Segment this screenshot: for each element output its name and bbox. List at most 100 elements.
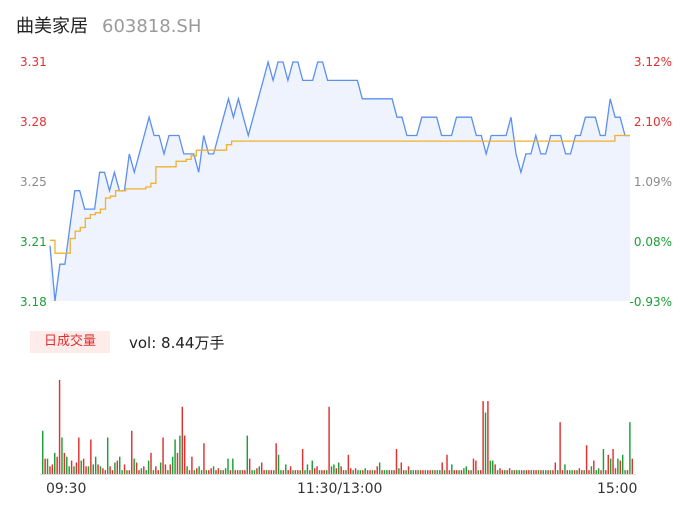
stock-code: 603818.SH: [102, 16, 202, 37]
price-area-fill: [50, 62, 630, 301]
volume-bar: [263, 470, 265, 474]
volume-bar: [556, 470, 559, 474]
volume-bar: [554, 462, 557, 474]
volume-bar: [559, 422, 561, 474]
volume-bar: [193, 470, 196, 474]
volume-bar: [313, 468, 316, 474]
volume-bar: [338, 462, 340, 474]
volume-bar: [80, 460, 82, 474]
volume-bar: [78, 437, 80, 474]
volume-bar: [260, 462, 263, 474]
volume-bar: [340, 466, 342, 474]
volume-bar: [629, 422, 631, 474]
volume-bar: [171, 456, 174, 474]
volume-bar: [439, 470, 441, 474]
volume-bar: [494, 464, 496, 474]
volume-bar: [181, 406, 184, 474]
volume-bar: [42, 430, 44, 474]
volume-bar: [455, 470, 458, 474]
volume-bar: [179, 435, 181, 474]
volume-bar: [523, 470, 525, 474]
volume-bar: [208, 470, 210, 474]
volume-bar: [109, 466, 111, 474]
volume-bar: [133, 458, 135, 474]
volume-bar: [102, 468, 104, 474]
volume-bar: [463, 468, 465, 474]
volume-bar: [612, 449, 614, 474]
volume-bar: [518, 470, 520, 474]
volume-bar: [386, 470, 388, 474]
volume-bar: [239, 470, 241, 474]
volume-bar: [167, 470, 169, 474]
volume-bar: [287, 470, 289, 474]
volume-bar: [436, 470, 439, 474]
volume-bar: [203, 443, 205, 474]
time-label-start: 09:30: [46, 481, 87, 497]
volume-bar: [169, 464, 171, 474]
volume-bar: [97, 464, 99, 474]
volume-bar: [176, 452, 179, 474]
volume-bar: [46, 458, 49, 474]
volume-bar: [624, 470, 626, 474]
volume-bar: [571, 470, 573, 474]
volume-bar: [547, 470, 549, 474]
volume-bar: [246, 435, 248, 474]
volume-bar: [220, 470, 222, 474]
price-tick-label: 3.28: [20, 115, 47, 129]
volume-bar: [99, 466, 102, 474]
volume-bar: [595, 470, 597, 474]
volume-bar: [345, 470, 347, 474]
volume-bar: [297, 470, 299, 474]
volume-tag[interactable]: 日成交量: [30, 331, 110, 353]
volume-bar: [244, 470, 246, 474]
volume-bar: [381, 470, 383, 474]
volume-bar: [516, 470, 518, 474]
volume-bar: [330, 466, 333, 474]
volume-bar: [390, 470, 393, 474]
volume-bar: [605, 470, 607, 474]
volume-bar: [196, 468, 198, 474]
volume-bar: [234, 470, 236, 474]
volume-bar: [479, 470, 482, 474]
price-tick-label: 3.18: [20, 295, 47, 309]
volume-bar: [73, 466, 75, 474]
price-tick-label: 3.31: [20, 55, 47, 69]
volume-bar: [487, 401, 489, 474]
volume-bar: [131, 430, 133, 474]
volume-bar: [453, 470, 455, 474]
volume-bar: [217, 468, 220, 474]
volume-bar: [335, 468, 338, 474]
volume-bar: [566, 470, 569, 474]
volume-bar: [128, 470, 131, 474]
volume-bar: [496, 470, 499, 474]
volume-bar: [90, 439, 92, 474]
volume-bar: [270, 470, 273, 474]
percent-tick-label: -0.93%: [629, 295, 672, 309]
volume-bar: [398, 468, 400, 474]
volume-bar: [374, 470, 376, 474]
volume-bar: [484, 412, 487, 474]
volume-bar: [581, 470, 583, 474]
volume-bar: [388, 470, 390, 474]
volume-bar: [94, 456, 97, 474]
volume-bar: [446, 454, 448, 474]
volume-bar: [66, 456, 68, 474]
volume-bar: [323, 470, 325, 474]
volume-bar: [321, 470, 323, 474]
volume-bar: [369, 470, 371, 474]
volume-bar: [121, 470, 123, 474]
volume-bar: [508, 468, 511, 474]
volume-bar: [609, 458, 612, 474]
volume-bar: [501, 470, 504, 474]
volume-bar: [528, 470, 530, 474]
volume-bar: [573, 470, 576, 474]
volume-bar: [561, 470, 564, 474]
stock-name: 曲美家居: [16, 16, 88, 37]
volume-bar: [619, 460, 621, 474]
volume-bar: [145, 470, 147, 474]
volume-bar: [56, 456, 58, 474]
volume-bar: [477, 470, 480, 474]
volume-bar: [333, 464, 335, 474]
volume-bar: [152, 470, 155, 474]
volume-bar: [119, 456, 121, 474]
